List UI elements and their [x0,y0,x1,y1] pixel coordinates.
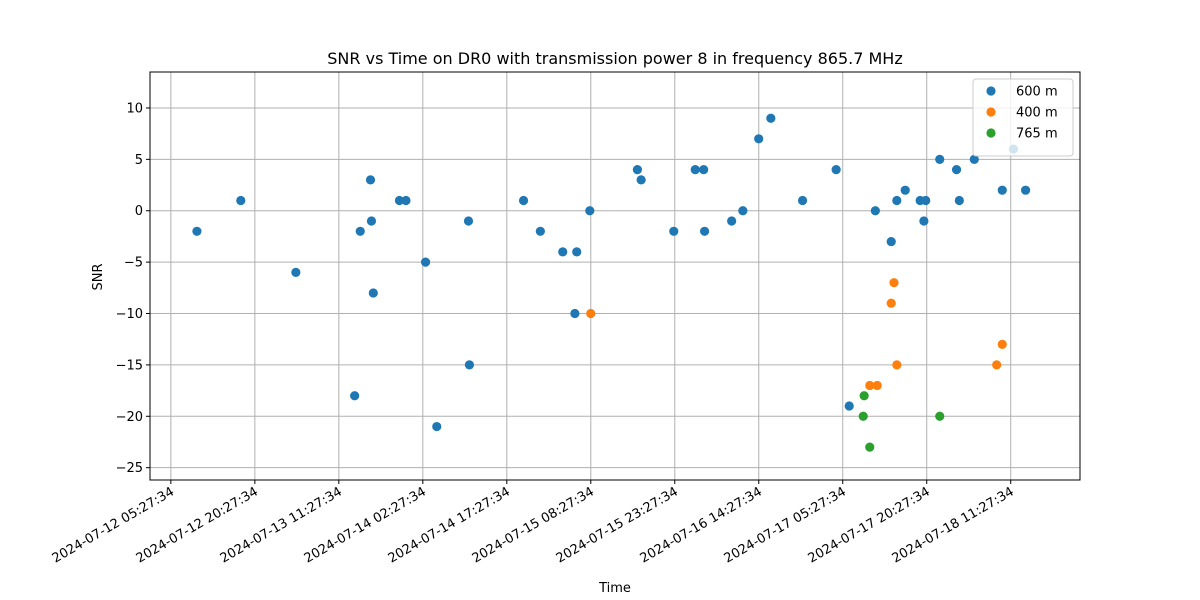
data-point [558,247,568,257]
data-point [464,360,475,370]
data-point [865,380,875,391]
series-600-m [192,113,1031,432]
legend-label: 400 m [1016,106,1058,121]
data-point [738,206,748,216]
data-point [585,206,595,216]
y-tick-label: −5 [124,256,143,271]
data-point [236,195,246,206]
data-point [535,226,545,236]
data-point [518,195,529,206]
y-tick-label: −15 [116,358,143,373]
data-point [350,391,360,401]
data-point [570,308,580,319]
data-point [872,380,882,391]
data-point [394,195,405,206]
data-point [727,216,737,226]
data-point [997,339,1007,349]
data-point [935,154,945,164]
data-point [921,195,931,206]
legend: 600 m 400 m 765 m [972,78,1074,157]
chart-title: SNR vs Time on DR0 with transmission pow… [327,49,902,68]
data-point [892,360,902,370]
data-point [844,401,854,411]
data-points [192,113,1031,452]
data-point [699,226,710,236]
data-point [886,298,896,308]
data-point [797,195,808,206]
plot-area-frame [149,71,1081,481]
data-point [858,411,868,421]
data-point [699,165,709,175]
data-point [754,134,764,144]
data-point [886,236,896,247]
data-point [366,216,377,226]
data-point [586,308,596,319]
data-point [859,391,869,401]
data-point [368,288,378,298]
y-tick-label: 10 [126,101,143,116]
data-point [291,267,301,278]
data-point [420,257,431,267]
data-point [997,185,1007,195]
y-tick-label: −25 [116,461,143,476]
data-point [669,226,679,236]
y-tick-label: −10 [116,307,143,322]
data-point [919,216,929,226]
data-point [365,175,376,185]
data-point [992,360,1002,370]
data-point [892,195,902,206]
data-point [935,411,945,421]
y-axis-label: SNR [91,263,106,290]
legend-label: 765 m [1016,127,1058,142]
data-point [900,185,910,195]
data-point [432,421,442,432]
data-point [969,154,979,164]
legend-marker [986,86,996,96]
data-point [1020,185,1031,195]
data-point [831,165,841,175]
data-point [766,113,776,123]
y-tick-label: 0 [135,204,143,219]
data-point [401,195,411,206]
x-axis-label: Time [598,581,631,596]
data-point [192,226,202,236]
data-point [870,206,880,216]
legend-marker [986,107,996,117]
series-765-m [858,391,945,452]
y-tick-label: 5 [135,153,143,168]
data-point [690,165,700,175]
data-point [355,226,365,236]
data-point [636,175,646,185]
data-point [463,216,474,226]
data-point [632,165,642,175]
y-tick-label: −20 [116,410,143,425]
data-point [572,247,582,257]
data-point [865,442,875,452]
legend-label: 600 m [1016,85,1058,100]
legend-marker [986,128,996,138]
legend-box [972,78,1074,157]
data-point [889,278,899,288]
series-400-m [586,278,1007,391]
data-point [954,195,964,206]
data-point [951,165,962,175]
